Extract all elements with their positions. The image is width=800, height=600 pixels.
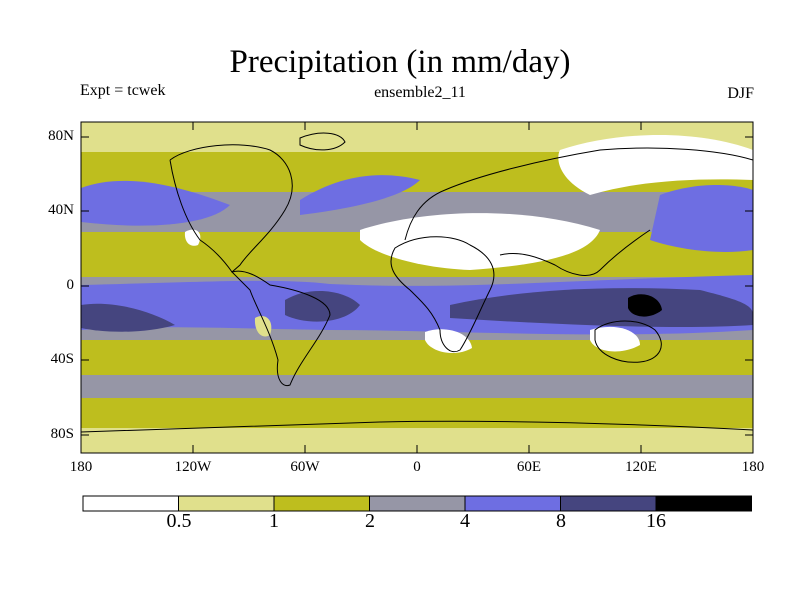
colorbar <box>82 495 752 512</box>
colorbar-swatch-6 <box>655 495 752 512</box>
south-america-coast <box>231 270 331 387</box>
colorbar-label-2: 2 <box>365 510 375 532</box>
colorbar-swatch-3 <box>369 495 466 512</box>
south-america-west-dry <box>254 315 272 337</box>
colorbar-swatch-5 <box>560 495 657 512</box>
amazon-max <box>285 290 360 322</box>
band-south-high <box>81 398 753 428</box>
australia-coast <box>594 320 662 363</box>
y-tick-40s: 40S <box>50 351 74 367</box>
map-ticks <box>81 122 753 453</box>
x-tick-180w: 180 <box>69 459 93 475</box>
colorbar-swatch-1 <box>178 495 275 512</box>
experiment-label: Expt = tcwek <box>80 82 166 99</box>
south-pacific-max <box>81 303 175 332</box>
y-tick-0: 0 <box>66 277 75 293</box>
southern-africa-dry <box>425 329 472 354</box>
colorbar-swatch-0 <box>82 495 179 512</box>
x-tick-180e: 180 <box>741 459 765 475</box>
x-tick-60e: 60E <box>516 459 542 475</box>
season-label: DJF <box>727 85 754 102</box>
colorbar-label-16: 16 <box>646 510 666 532</box>
atlantic-storm-track <box>300 175 420 215</box>
north-america-coast <box>169 144 293 273</box>
map-title: Precipitation (in mm/day) <box>229 44 571 80</box>
colorbar-label-4: 4 <box>460 510 470 532</box>
x-tick-0: 0 <box>413 459 421 475</box>
x-tick-60w: 60W <box>290 459 320 475</box>
maritime-continent-peak <box>628 294 662 317</box>
colorbar-label-0-5: 0.5 <box>166 510 192 532</box>
y-tick-40n: 40N <box>48 202 74 218</box>
pacific-storm-track <box>81 180 230 226</box>
band-subtropics-south <box>81 340 753 375</box>
indo-pacific-max <box>450 288 753 328</box>
antarctica-coast <box>81 420 753 433</box>
greenland-coast <box>299 132 346 151</box>
australia-dry <box>590 326 640 352</box>
y-tick-80n: 80N <box>48 128 74 144</box>
precipitation-field <box>81 122 753 453</box>
coastlines <box>81 132 753 433</box>
x-tick-120w: 120W <box>174 459 212 475</box>
colorbar-swatch-2 <box>273 495 370 512</box>
colorbar-label-1: 1 <box>269 510 279 532</box>
central-asia-dry <box>558 135 753 195</box>
colorbar-label-8: 8 <box>556 510 566 532</box>
y-tick-80s: 80S <box>50 426 74 442</box>
california-dry <box>184 229 201 246</box>
ensemble-label: ensemble2_11 <box>374 84 466 101</box>
sahara-arabia-dry <box>360 213 600 270</box>
west-pacific-storm-track <box>650 185 753 252</box>
colorbar-swatch-4 <box>464 495 561 512</box>
africa-coast <box>390 236 495 353</box>
x-tick-120e: 120E <box>625 459 657 475</box>
eurasia-coast <box>404 147 753 276</box>
